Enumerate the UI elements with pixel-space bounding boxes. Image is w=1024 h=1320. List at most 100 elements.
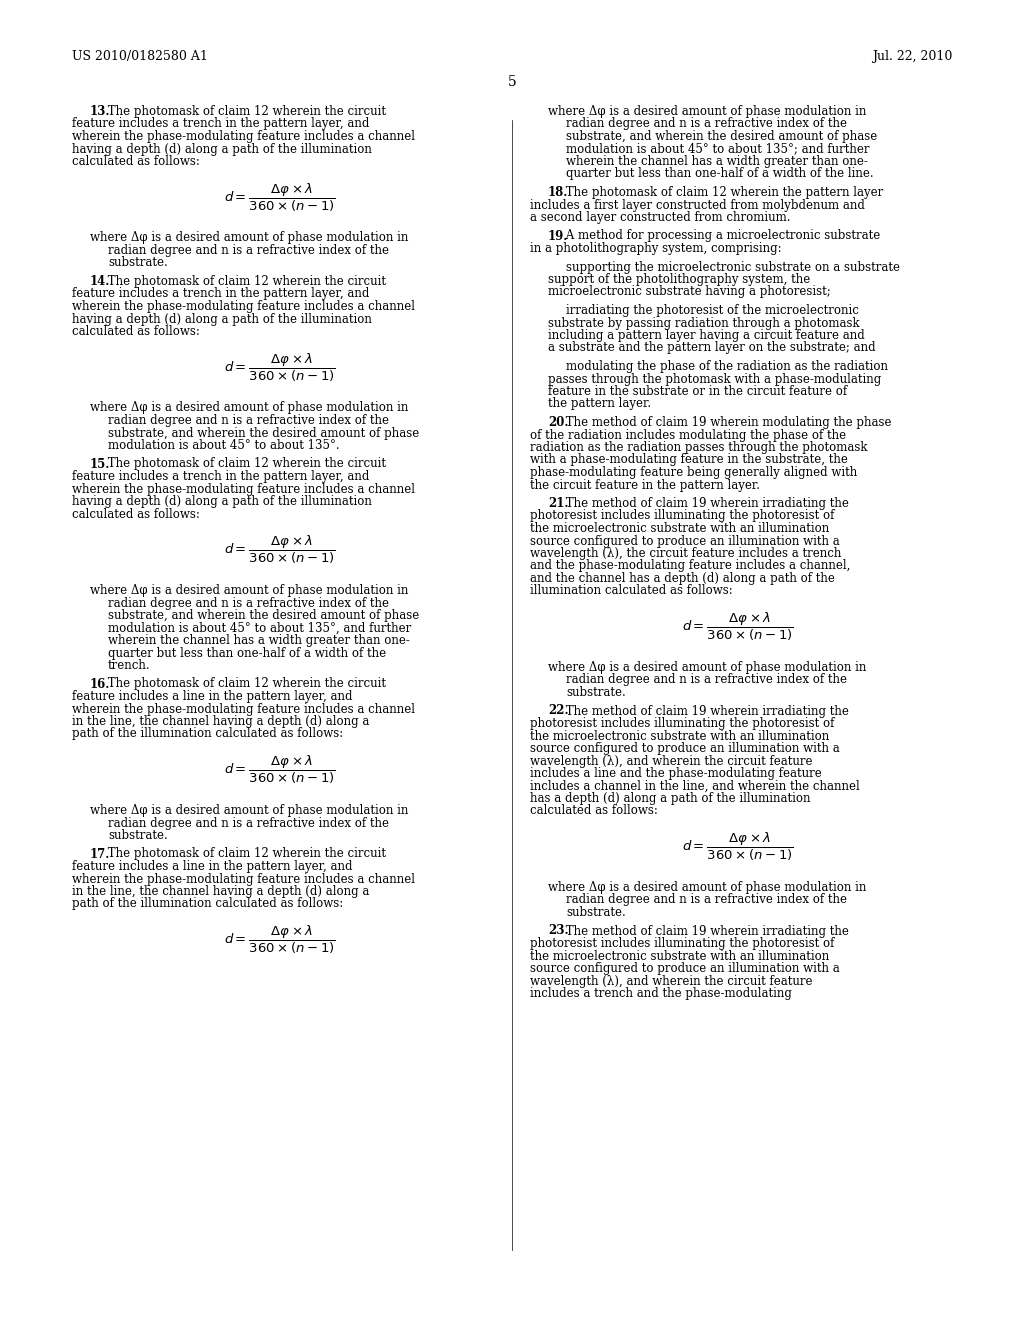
Text: 5: 5: [508, 75, 516, 88]
Text: radian degree and n is a refractive index of the: radian degree and n is a refractive inde…: [108, 244, 389, 257]
Text: feature includes a trench in the pattern layer, and: feature includes a trench in the pattern…: [72, 288, 370, 301]
Text: The method of claim 19 wherein modulating the phase: The method of claim 19 wherein modulatin…: [562, 416, 892, 429]
Text: the circuit feature in the pattern layer.: the circuit feature in the pattern layer…: [530, 479, 760, 491]
Text: 14.: 14.: [90, 275, 111, 288]
Text: $d = \dfrac{\Delta\varphi \times \lambda}{360 \times (n-1)}$: $d = \dfrac{\Delta\varphi \times \lambda…: [223, 351, 335, 384]
Text: $d = \dfrac{\Delta\varphi \times \lambda}{360 \times (n-1)}$: $d = \dfrac{\Delta\varphi \times \lambda…: [682, 611, 794, 643]
Text: has a depth (d) along a path of the illumination: has a depth (d) along a path of the illu…: [530, 792, 811, 805]
Text: includes a trench and the phase-modulating: includes a trench and the phase-modulati…: [530, 987, 792, 1001]
Text: 16.: 16.: [90, 677, 111, 690]
Text: wherein the phase-modulating feature includes a channel: wherein the phase-modulating feature inc…: [72, 300, 415, 313]
Text: having a depth (d) along a path of the illumination: having a depth (d) along a path of the i…: [72, 313, 372, 326]
Text: 19.: 19.: [548, 230, 568, 243]
Text: wavelength (λ), the circuit feature includes a trench: wavelength (λ), the circuit feature incl…: [530, 546, 842, 560]
Text: $d = \dfrac{\Delta\varphi \times \lambda}{360 \times (n-1)}$: $d = \dfrac{\Delta\varphi \times \lambda…: [223, 535, 335, 566]
Text: photoresist includes illuminating the photoresist of: photoresist includes illuminating the ph…: [530, 717, 835, 730]
Text: substrate.: substrate.: [566, 906, 626, 919]
Text: the pattern layer.: the pattern layer.: [548, 397, 651, 411]
Text: wherein the phase-modulating feature includes a channel: wherein the phase-modulating feature inc…: [72, 129, 415, 143]
Text: trench.: trench.: [108, 659, 151, 672]
Text: radiation as the radiation passes through the photomask: radiation as the radiation passes throug…: [530, 441, 867, 454]
Text: the microelectronic substrate with an illumination: the microelectronic substrate with an il…: [530, 949, 829, 962]
Text: The photomask of claim 12 wherein the circuit: The photomask of claim 12 wherein the ci…: [104, 106, 386, 117]
Text: of the radiation includes modulating the phase of the: of the radiation includes modulating the…: [530, 429, 846, 441]
Text: wherein the channel has a width greater than one-: wherein the channel has a width greater …: [108, 634, 410, 647]
Text: includes a line and the phase-modulating feature: includes a line and the phase-modulating…: [530, 767, 821, 780]
Text: substrate.: substrate.: [566, 686, 626, 700]
Text: 20.: 20.: [548, 416, 568, 429]
Text: in the line, the channel having a depth (d) along a: in the line, the channel having a depth …: [72, 884, 370, 898]
Text: and the channel has a depth (d) along a path of the: and the channel has a depth (d) along a …: [530, 572, 835, 585]
Text: where Δφ is a desired amount of phase modulation in: where Δφ is a desired amount of phase mo…: [90, 401, 409, 414]
Text: in a photolithography system, comprising:: in a photolithography system, comprising…: [530, 242, 781, 255]
Text: 22.: 22.: [548, 705, 568, 718]
Text: wherein the channel has a width greater than one-: wherein the channel has a width greater …: [566, 154, 868, 168]
Text: substrate by passing radiation through a photomask: substrate by passing radiation through a…: [548, 317, 859, 330]
Text: The photomask of claim 12 wherein the circuit: The photomask of claim 12 wherein the ci…: [104, 458, 386, 470]
Text: feature includes a line in the pattern layer, and: feature includes a line in the pattern l…: [72, 690, 352, 704]
Text: radian degree and n is a refractive index of the: radian degree and n is a refractive inde…: [108, 597, 389, 610]
Text: feature includes a line in the pattern layer, and: feature includes a line in the pattern l…: [72, 861, 352, 873]
Text: The method of claim 19 wherein irradiating the: The method of claim 19 wherein irradiati…: [562, 924, 849, 937]
Text: wherein the phase-modulating feature includes a channel: wherein the phase-modulating feature inc…: [72, 483, 415, 495]
Text: in the line, the channel having a depth (d) along a: in the line, the channel having a depth …: [72, 715, 370, 729]
Text: calculated as follows:: calculated as follows:: [530, 804, 657, 817]
Text: US 2010/0182580 A1: US 2010/0182580 A1: [72, 50, 208, 63]
Text: 21.: 21.: [548, 498, 568, 510]
Text: photoresist includes illuminating the photoresist of: photoresist includes illuminating the ph…: [530, 510, 835, 523]
Text: quarter but less than one-half of a width of the: quarter but less than one-half of a widt…: [108, 647, 386, 660]
Text: microelectronic substrate having a photoresist;: microelectronic substrate having a photo…: [548, 285, 830, 298]
Text: irradiating the photoresist of the microelectronic: irradiating the photoresist of the micro…: [566, 304, 859, 317]
Text: feature in the substrate or in the circuit feature of: feature in the substrate or in the circu…: [548, 385, 847, 399]
Text: $d = \dfrac{\Delta\varphi \times \lambda}{360 \times (n-1)}$: $d = \dfrac{\Delta\varphi \times \lambda…: [223, 924, 335, 956]
Text: including a pattern layer having a circuit feature and: including a pattern layer having a circu…: [548, 329, 864, 342]
Text: wherein the phase-modulating feature includes a channel: wherein the phase-modulating feature inc…: [72, 702, 415, 715]
Text: quarter but less than one-half of a width of the line.: quarter but less than one-half of a widt…: [566, 168, 873, 181]
Text: 18.: 18.: [548, 186, 568, 199]
Text: includes a first layer constructed from molybdenum and: includes a first layer constructed from …: [530, 198, 865, 211]
Text: and the phase-modulating feature includes a channel,: and the phase-modulating feature include…: [530, 560, 850, 573]
Text: having a depth (d) along a path of the illumination: having a depth (d) along a path of the i…: [72, 495, 372, 508]
Text: 13.: 13.: [90, 106, 111, 117]
Text: where Δφ is a desired amount of phase modulation in: where Δφ is a desired amount of phase mo…: [90, 231, 409, 244]
Text: radian degree and n is a refractive index of the: radian degree and n is a refractive inde…: [108, 414, 389, 426]
Text: source configured to produce an illumination with a: source configured to produce an illumina…: [530, 742, 840, 755]
Text: 23.: 23.: [548, 924, 568, 937]
Text: support of the photolithography system, the: support of the photolithography system, …: [548, 273, 810, 286]
Text: photoresist includes illuminating the photoresist of: photoresist includes illuminating the ph…: [530, 937, 835, 950]
Text: wavelength (λ), and wherein the circuit feature: wavelength (λ), and wherein the circuit …: [530, 974, 812, 987]
Text: calculated as follows:: calculated as follows:: [72, 325, 200, 338]
Text: supporting the microelectronic substrate on a substrate: supporting the microelectronic substrate…: [566, 260, 900, 273]
Text: where Δφ is a desired amount of phase modulation in: where Δφ is a desired amount of phase mo…: [548, 880, 866, 894]
Text: modulating the phase of the radiation as the radiation: modulating the phase of the radiation as…: [566, 360, 888, 374]
Text: passes through the photomask with a phase-modulating: passes through the photomask with a phas…: [548, 372, 882, 385]
Text: wherein the phase-modulating feature includes a channel: wherein the phase-modulating feature inc…: [72, 873, 415, 886]
Text: a substrate and the pattern layer on the substrate; and: a substrate and the pattern layer on the…: [548, 342, 876, 355]
Text: 17.: 17.: [90, 847, 111, 861]
Text: The method of claim 19 wherein irradiating the: The method of claim 19 wherein irradiati…: [562, 498, 849, 510]
Text: $d = \dfrac{\Delta\varphi \times \lambda}{360 \times (n-1)}$: $d = \dfrac{\Delta\varphi \times \lambda…: [682, 832, 794, 863]
Text: radian degree and n is a refractive index of the: radian degree and n is a refractive inde…: [566, 894, 847, 907]
Text: substrate.: substrate.: [108, 256, 168, 269]
Text: phase-modulating feature being generally aligned with: phase-modulating feature being generally…: [530, 466, 857, 479]
Text: The photomask of claim 12 wherein the circuit: The photomask of claim 12 wherein the ci…: [104, 275, 386, 288]
Text: 15.: 15.: [90, 458, 111, 470]
Text: The photomask of claim 12 wherein the circuit: The photomask of claim 12 wherein the ci…: [104, 847, 386, 861]
Text: modulation is about 45° to about 135°; and further: modulation is about 45° to about 135°; a…: [566, 143, 869, 156]
Text: radian degree and n is a refractive index of the: radian degree and n is a refractive inde…: [566, 673, 847, 686]
Text: a second layer constructed from chromium.: a second layer constructed from chromium…: [530, 211, 791, 224]
Text: feature includes a trench in the pattern layer, and: feature includes a trench in the pattern…: [72, 117, 370, 131]
Text: substrate.: substrate.: [108, 829, 168, 842]
Text: path of the illumination calculated as follows:: path of the illumination calculated as f…: [72, 727, 343, 741]
Text: modulation is about 45° to about 135°.: modulation is about 45° to about 135°.: [108, 440, 340, 451]
Text: calculated as follows:: calculated as follows:: [72, 507, 200, 520]
Text: radian degree and n is a refractive index of the: radian degree and n is a refractive inde…: [108, 817, 389, 829]
Text: includes a channel in the line, and wherein the channel: includes a channel in the line, and wher…: [530, 780, 860, 792]
Text: with a phase-modulating feature in the substrate, the: with a phase-modulating feature in the s…: [530, 454, 848, 466]
Text: A method for processing a microelectronic substrate: A method for processing a microelectroni…: [562, 230, 881, 243]
Text: where Δφ is a desired amount of phase modulation in: where Δφ is a desired amount of phase mo…: [90, 804, 409, 817]
Text: illumination calculated as follows:: illumination calculated as follows:: [530, 585, 733, 598]
Text: source configured to produce an illumination with a: source configured to produce an illumina…: [530, 535, 840, 548]
Text: The method of claim 19 wherein irradiating the: The method of claim 19 wherein irradiati…: [562, 705, 849, 718]
Text: calculated as follows:: calculated as follows:: [72, 154, 200, 168]
